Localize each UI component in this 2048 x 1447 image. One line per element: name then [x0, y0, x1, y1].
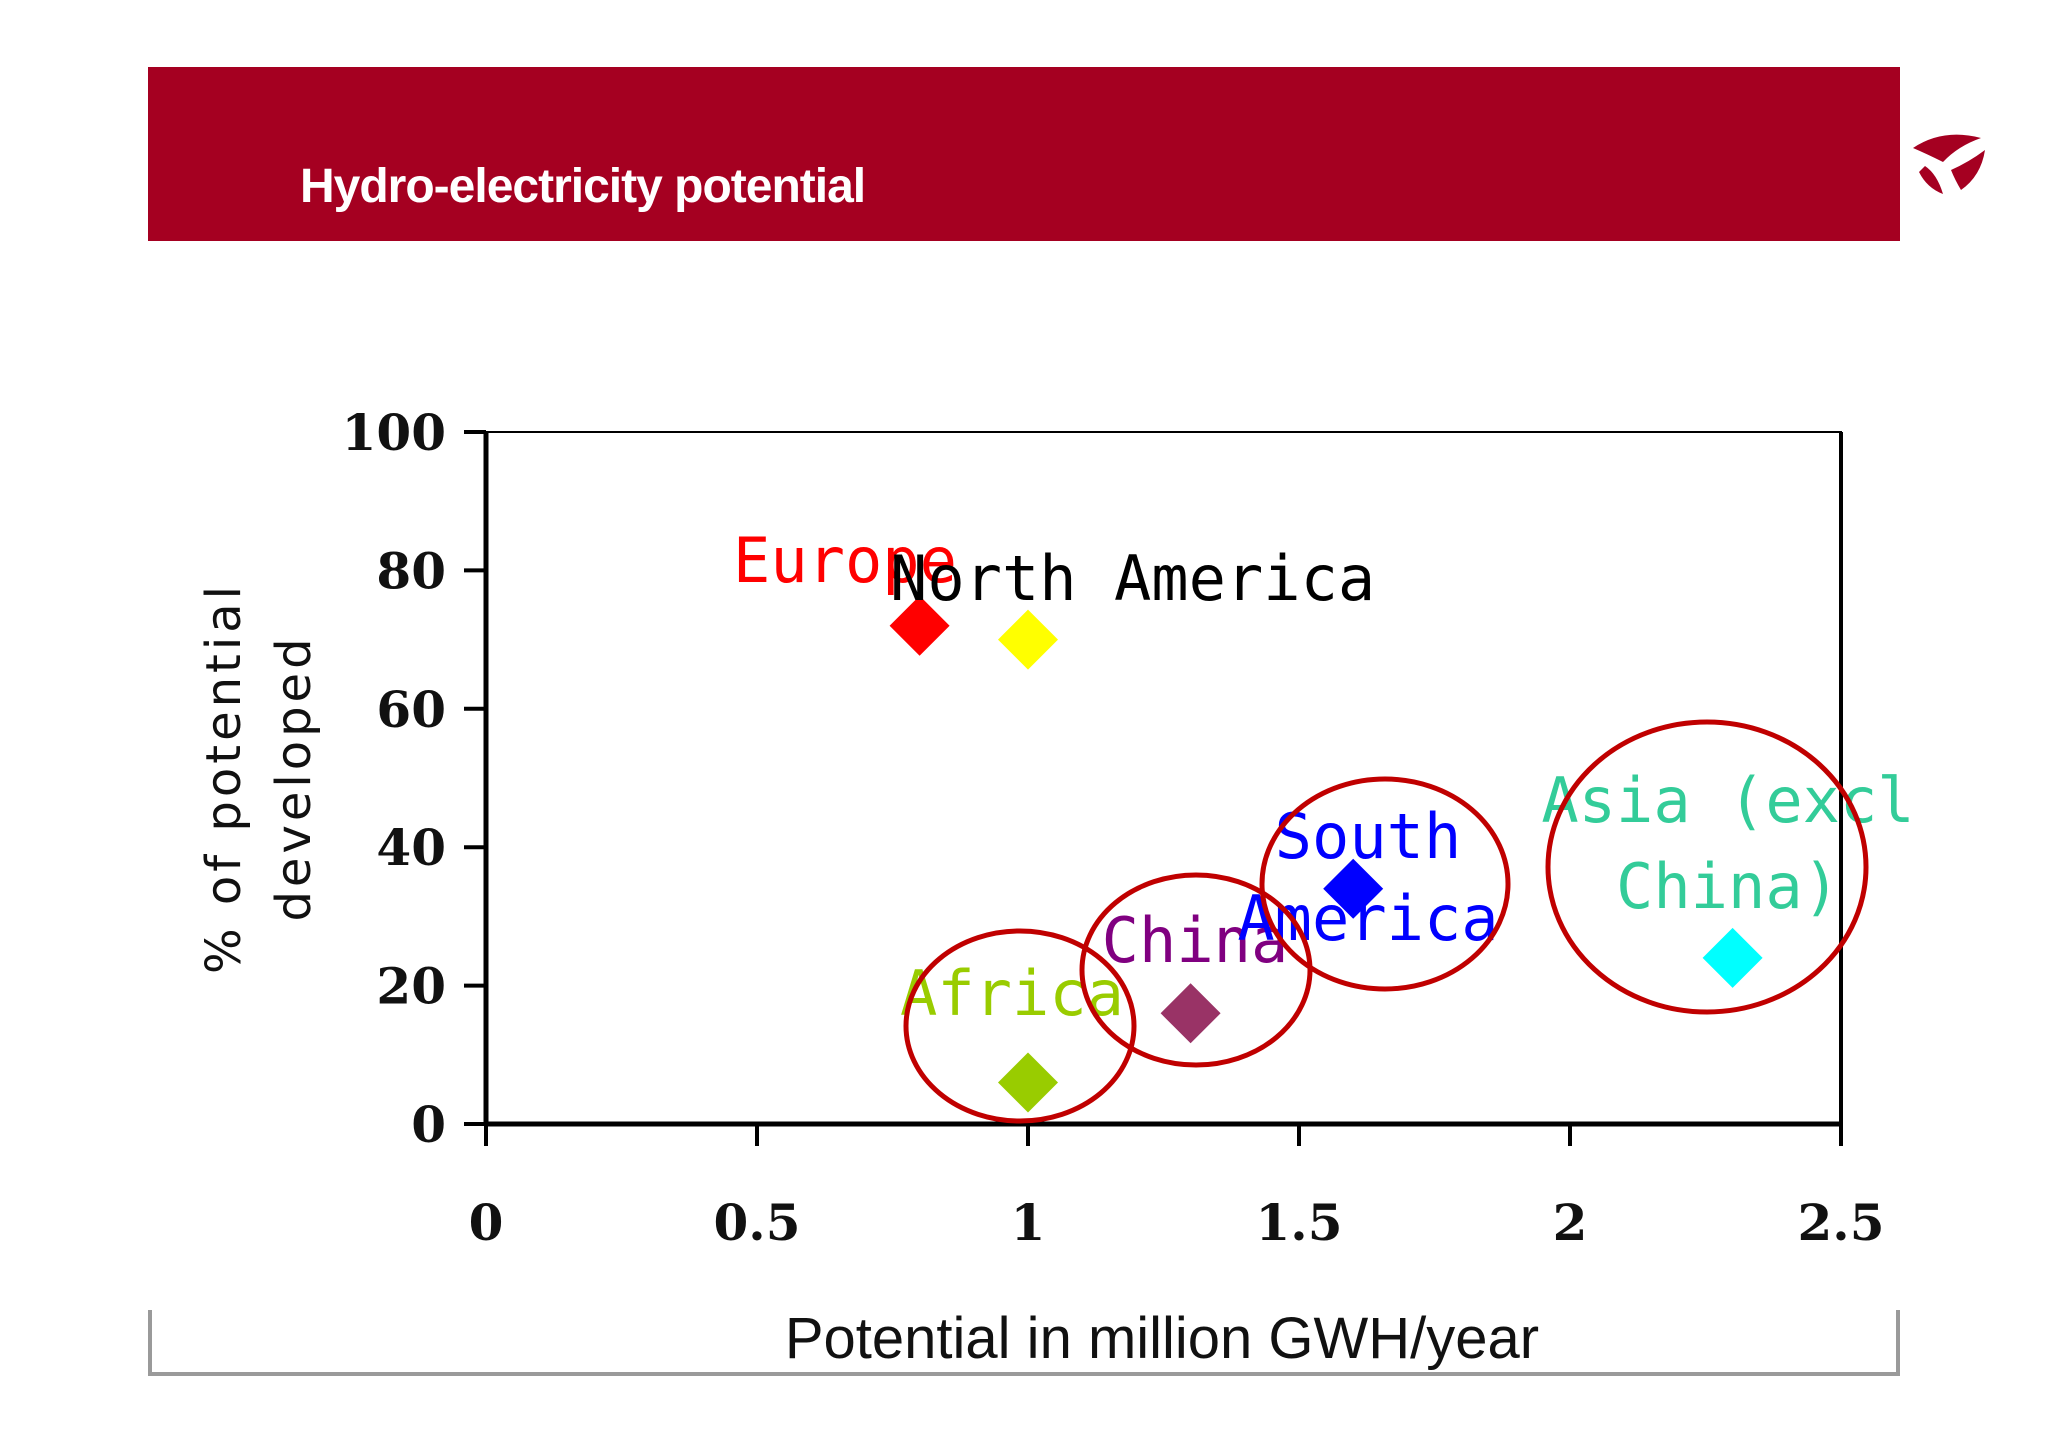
point-label-china: China: [1102, 904, 1289, 977]
x-axis-label: Potential in million GWH/year: [785, 1306, 1539, 1371]
x-tick-label: 0: [469, 1193, 504, 1252]
x-tick-label: 1: [1011, 1193, 1046, 1252]
highlight-circle-asia-excl-china: [1545, 719, 1869, 1015]
x-tick-label: 0.5: [714, 1193, 801, 1252]
x-tick-label: 2: [1553, 1193, 1588, 1252]
title-banner: Hydro-electricity potential: [148, 67, 1988, 241]
y-tick-label: 20: [376, 957, 446, 1016]
point-marker-south-america: [1323, 858, 1384, 919]
y-tick-label: 40: [376, 818, 446, 877]
content-frame: [148, 1310, 1900, 1376]
point-marker-europe: [889, 595, 950, 656]
y-tick-label: 0: [411, 1095, 446, 1154]
y-tick-label: 60: [376, 680, 446, 739]
point-label-europe: Europe: [733, 524, 957, 597]
x-tick-label: 1.5: [1256, 1193, 1343, 1252]
y-tick-label: 80: [376, 541, 446, 600]
point-label-africa: Africa: [900, 957, 1124, 1030]
point-marker-china: [1160, 983, 1221, 1044]
highlight-circle-africa: [903, 928, 1137, 1124]
highlight-circle-south-america: [1259, 776, 1511, 992]
slide-title: Hydro-electricity potential: [300, 160, 866, 213]
y-tick-label: 100: [342, 403, 446, 462]
circular-swoosh-logo-icon: [1908, 115, 1988, 195]
point-marker-north-america: [998, 609, 1058, 670]
point-marker-asia-excl-china: [1702, 927, 1763, 988]
point-label-south-america: South America: [1237, 800, 1498, 955]
point-label-asia-excl-china: Asia (excl China): [1541, 764, 1914, 923]
y-axis-label: % of potential developed: [196, 582, 322, 974]
x-tick-label: 2.5: [1798, 1193, 1885, 1252]
point-label-north-america: North America: [890, 542, 1375, 615]
point-marker-africa: [998, 1052, 1058, 1113]
